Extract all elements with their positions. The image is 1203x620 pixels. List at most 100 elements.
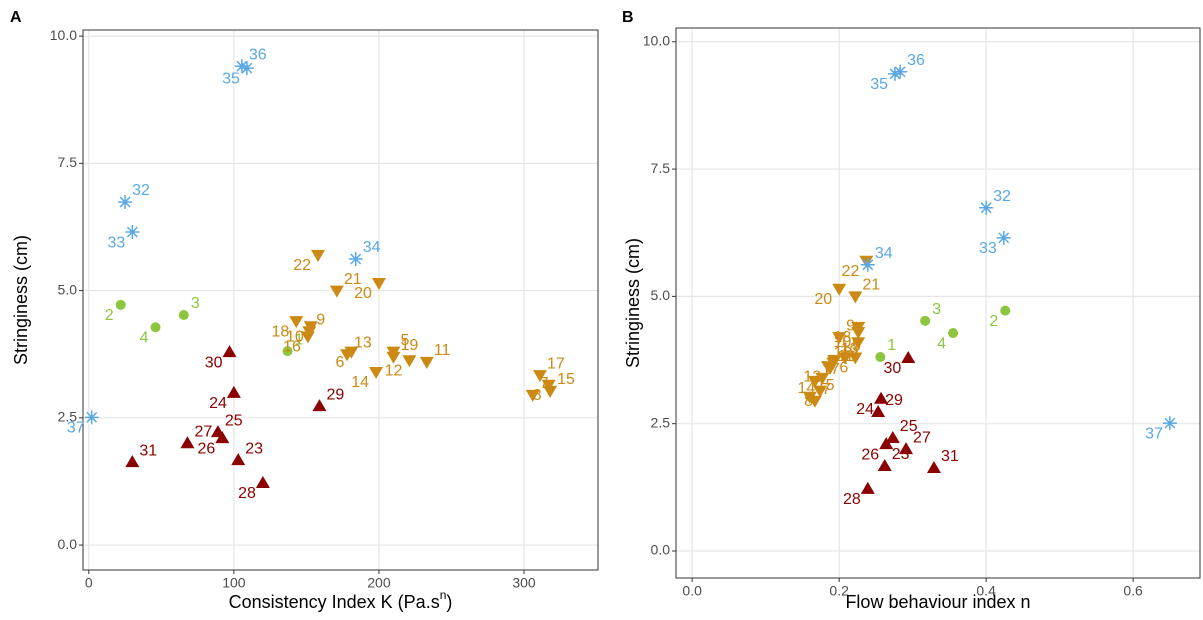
point <box>234 59 249 74</box>
y-axis-title: Stringiness (cm) <box>623 238 643 368</box>
panel: B 0.0 2.5 5.0 7.5 10.0 0.0 0.2 0.4 0.6 Flow behavi… <box>622 9 1201 612</box>
point <box>386 351 401 364</box>
x-axis-title-text: Flow behaviour index n <box>845 592 1030 612</box>
point-label: 10 <box>833 334 851 351</box>
point <box>893 64 908 79</box>
point-label: 35 <box>222 70 240 87</box>
point-label: 9 <box>846 317 855 334</box>
point-label: 21 <box>862 277 880 294</box>
x-tick-label: 0.6 <box>1123 583 1143 599</box>
point <box>150 322 161 333</box>
point-label: 2 <box>989 313 998 330</box>
y-tick-label: 7.5 <box>651 160 671 176</box>
point-label: 35 <box>870 76 888 93</box>
point-label: 34 <box>875 245 893 262</box>
point <box>348 252 363 267</box>
point-label: 25 <box>225 412 243 429</box>
point <box>815 372 830 385</box>
point-label: 30 <box>205 354 223 371</box>
x-axis-title: Flow behaviour index n <box>845 592 1030 612</box>
point <box>369 367 384 380</box>
point <box>215 431 230 444</box>
point-label: 27 <box>194 423 212 440</box>
plot-border <box>82 29 599 571</box>
point-label: 31 <box>139 442 157 459</box>
point <box>125 455 140 468</box>
point <box>875 351 886 362</box>
point <box>115 299 126 310</box>
point <box>901 351 916 363</box>
point-label: 13 <box>354 334 372 351</box>
point <box>289 316 304 329</box>
point-label: 25 <box>900 418 918 435</box>
point-label: 3 <box>932 301 941 318</box>
point <box>848 352 863 365</box>
point-label: 24 <box>209 395 227 412</box>
x-tick-label: 0 <box>85 575 93 591</box>
point-label: 9 <box>316 312 325 329</box>
point-label: 23 <box>245 440 263 457</box>
point <box>1162 416 1177 431</box>
point-label: 29 <box>885 392 903 409</box>
point <box>125 225 140 240</box>
point <box>996 230 1011 245</box>
x-axis-title: Consistency Index K (Pa.sn) <box>229 588 453 612</box>
x-tick-label: 0.2 <box>829 583 849 599</box>
y-tick-label: 10.0 <box>643 32 670 48</box>
point-label: 36 <box>907 52 925 69</box>
x-tick-label: 0.0 <box>682 583 702 599</box>
point-label: 32 <box>132 182 150 199</box>
point <box>813 385 828 398</box>
point-label: 19 <box>400 337 418 354</box>
point-label: 26 <box>197 440 215 457</box>
point-label: 11 <box>434 342 451 359</box>
point <box>802 391 817 404</box>
point <box>832 332 847 345</box>
x-axis-title-text: Consistency Index K (Pa.s <box>229 592 440 612</box>
x-tick-label: 300 <box>512 575 536 591</box>
point-label: 16 <box>283 339 301 356</box>
point-label: 21 <box>344 271 362 288</box>
point-label: 15 <box>557 371 575 388</box>
point <box>178 310 189 321</box>
point-label: 32 <box>993 188 1011 205</box>
point-label: 6 <box>335 354 344 371</box>
point <box>118 195 133 210</box>
y-axis-title: Stringiness (cm) <box>11 235 31 365</box>
point <box>926 461 941 473</box>
point <box>543 385 558 398</box>
point <box>851 337 866 350</box>
panel: A 0.0 2.5 5.0 7.5 10.0 0 100 200 300 Consistency I… <box>10 9 599 612</box>
point <box>222 345 237 358</box>
x-axis-title-superscript: n <box>440 588 447 602</box>
point <box>877 458 892 471</box>
point <box>920 315 931 326</box>
x-axis-title-suffix: ) <box>446 592 452 612</box>
x-tick-label: 100 <box>222 575 246 591</box>
point <box>826 357 841 370</box>
point-label: 34 <box>363 239 381 256</box>
point-label: 6 <box>839 360 848 377</box>
point-label: 37 <box>67 420 85 437</box>
point-label: 13 <box>841 340 859 357</box>
point <box>859 255 874 268</box>
point <box>832 283 847 296</box>
point <box>948 328 959 339</box>
y-tick-label: 0.0 <box>651 542 671 558</box>
point-label: 19 <box>840 343 858 360</box>
point <box>303 321 318 334</box>
point-label: 26 <box>861 446 879 463</box>
y-tick-label: 10.0 <box>50 27 77 43</box>
panel-letter: A <box>10 9 22 26</box>
plot-border <box>675 27 1201 579</box>
point-label: 8 <box>533 387 542 404</box>
point-label: 18 <box>833 329 851 346</box>
point-label: 22 <box>293 257 311 274</box>
point-label: 17 <box>547 355 565 372</box>
point <box>860 481 875 494</box>
y-tick-label: 7.5 <box>58 154 78 170</box>
point-label: 14 <box>351 374 369 391</box>
point-label: 33 <box>979 240 997 257</box>
point-label: 15 <box>817 377 835 394</box>
point-label: 16 <box>833 344 851 361</box>
